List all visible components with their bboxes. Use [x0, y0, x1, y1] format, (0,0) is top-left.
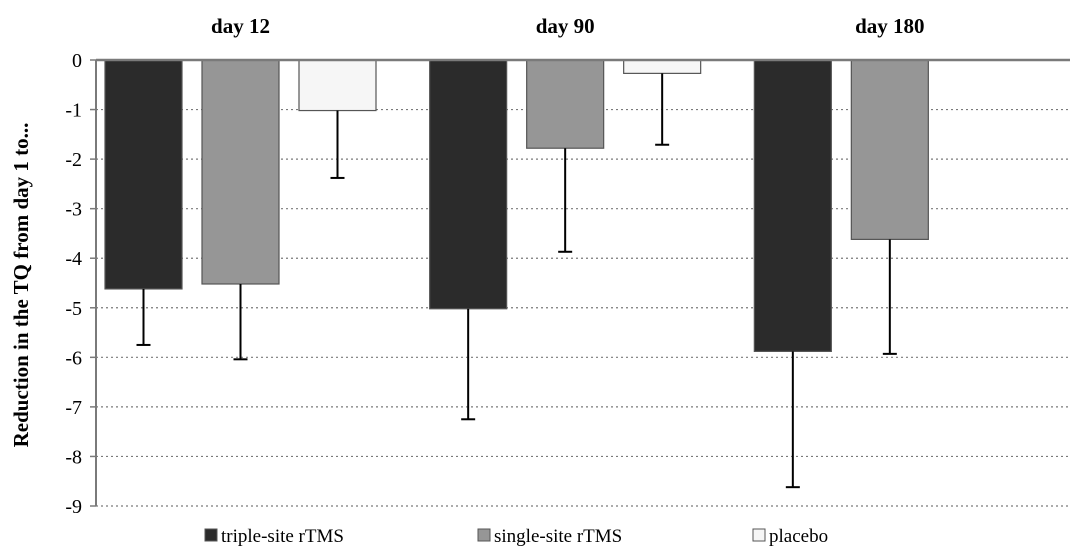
bar-triple-site-rtms-day-90: [429, 59, 508, 310]
bar-triple-site-rtms-day-180: [753, 59, 832, 352]
y-tick-label: -9: [65, 496, 82, 518]
legend-swatch: [752, 528, 766, 542]
y-axis-label: Reduction in the TQ from day 1 to...: [9, 123, 33, 448]
bar-single-site-rtms-day-180: [850, 59, 929, 240]
bar-triple-site-rtms-day-12: [104, 59, 183, 290]
y-tick-label: -6: [65, 347, 82, 369]
legend-label: triple-site rTMS: [221, 526, 344, 547]
bar-single-site-rtms-day-90: [526, 59, 605, 149]
legend-swatch: [477, 528, 491, 542]
category-label: day 180: [855, 14, 924, 38]
category-labels: day 12 day 90 day 180: [211, 14, 925, 38]
legend-swatch: [204, 528, 218, 542]
axes: [90, 58, 1070, 507]
y-tick-labels: 0 -1 -2 -3 -4 -5 -6 -7 -8 -9: [65, 50, 82, 518]
category-label: day 90: [536, 14, 595, 38]
legend: triple-site rTMS single-site rTMS placebo: [204, 526, 828, 547]
legend-label: single-site rTMS: [494, 526, 622, 547]
error-bars: [136, 73, 897, 489]
legend-label: placebo: [769, 526, 828, 547]
y-tick-label: -2: [65, 149, 82, 171]
y-tick-label: -1: [65, 100, 82, 122]
y-tick-label: 0: [72, 50, 82, 72]
bar-placebo-day-12: [298, 59, 377, 112]
y-tick-label: -3: [65, 199, 82, 221]
y-tick-label: -4: [65, 248, 82, 270]
bar-single-site-rtms-day-12: [201, 59, 280, 285]
category-label: day 12: [211, 14, 270, 38]
bar-placebo-day-90: [623, 59, 702, 74]
y-tick-label: -8: [65, 446, 82, 468]
y-tick-label: -5: [65, 298, 82, 320]
y-tick-label: -7: [65, 397, 82, 419]
